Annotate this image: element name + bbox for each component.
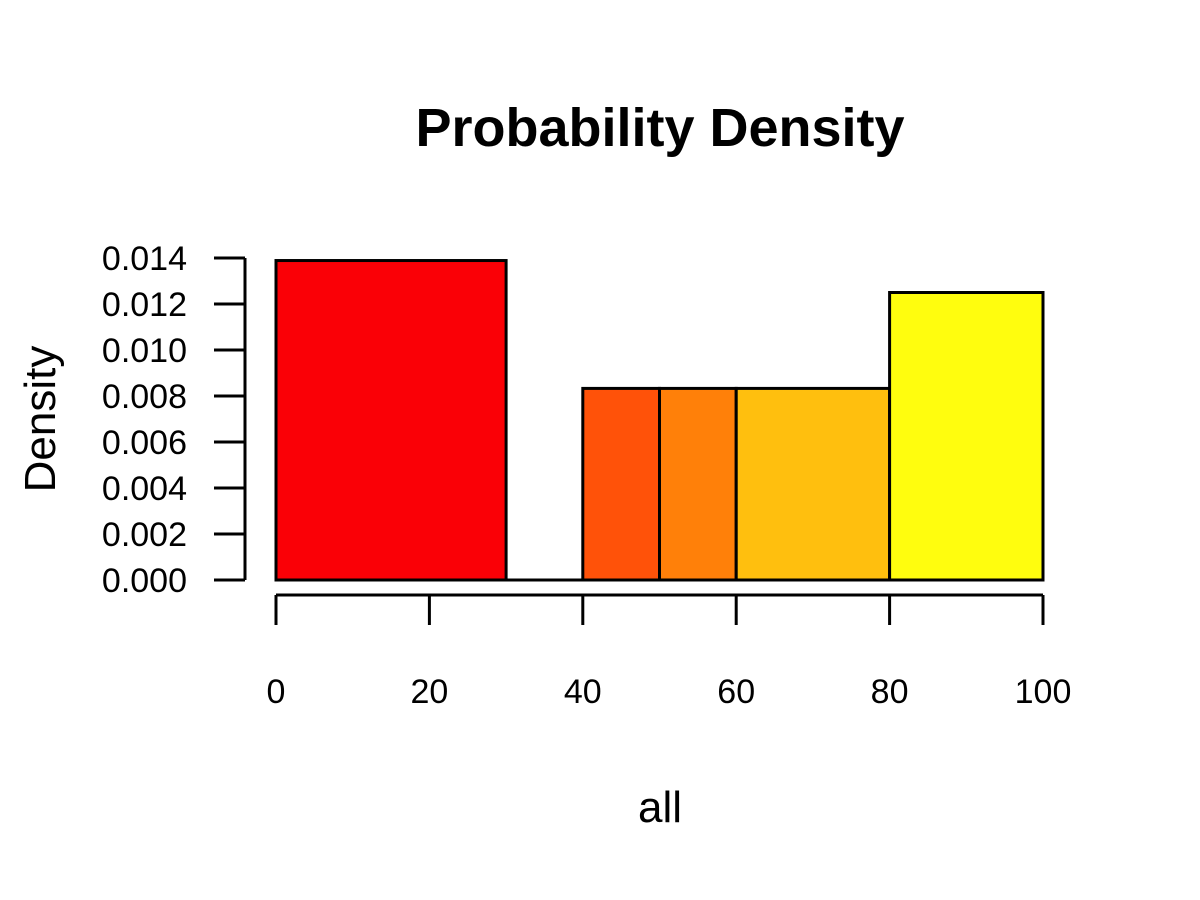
y-tick-label: 0.008	[102, 378, 187, 416]
x-tick-label: 60	[717, 673, 755, 711]
x-tick-label: 0	[267, 673, 286, 711]
x-tick-label: 40	[564, 673, 602, 711]
histogram-bar-2	[581, 386, 661, 582]
y-tick-label: 0.010	[102, 332, 187, 370]
x-tick-label: 100	[1015, 673, 1072, 711]
chart-title: Probability Density	[415, 98, 904, 158]
y-tick-label: 0.012	[102, 286, 187, 324]
x-axis-label: all	[638, 783, 682, 832]
y-tick-label: 0.000	[102, 562, 187, 600]
histogram-bar-5	[888, 291, 1045, 582]
histogram-bar-4	[734, 386, 892, 582]
histogram-bar-0	[274, 259, 508, 582]
x-tick-label: 80	[871, 673, 909, 711]
y-tick-label: 0.006	[102, 424, 187, 462]
y-axis: 0.000 0.002 0.004 0.006 0.008 0.010 0.012 0.014	[102, 240, 247, 600]
x-tick-label: 20	[410, 673, 448, 711]
x-axis: 0 20 40 60 80 100	[267, 593, 1072, 711]
histogram-bar-3	[658, 386, 738, 582]
bars-group	[274, 259, 1045, 582]
y-tick-label: 0.002	[102, 516, 187, 554]
y-tick-label: 0.014	[102, 240, 187, 278]
y-axis-label: Density	[16, 346, 65, 493]
y-tick-label: 0.004	[102, 470, 187, 508]
